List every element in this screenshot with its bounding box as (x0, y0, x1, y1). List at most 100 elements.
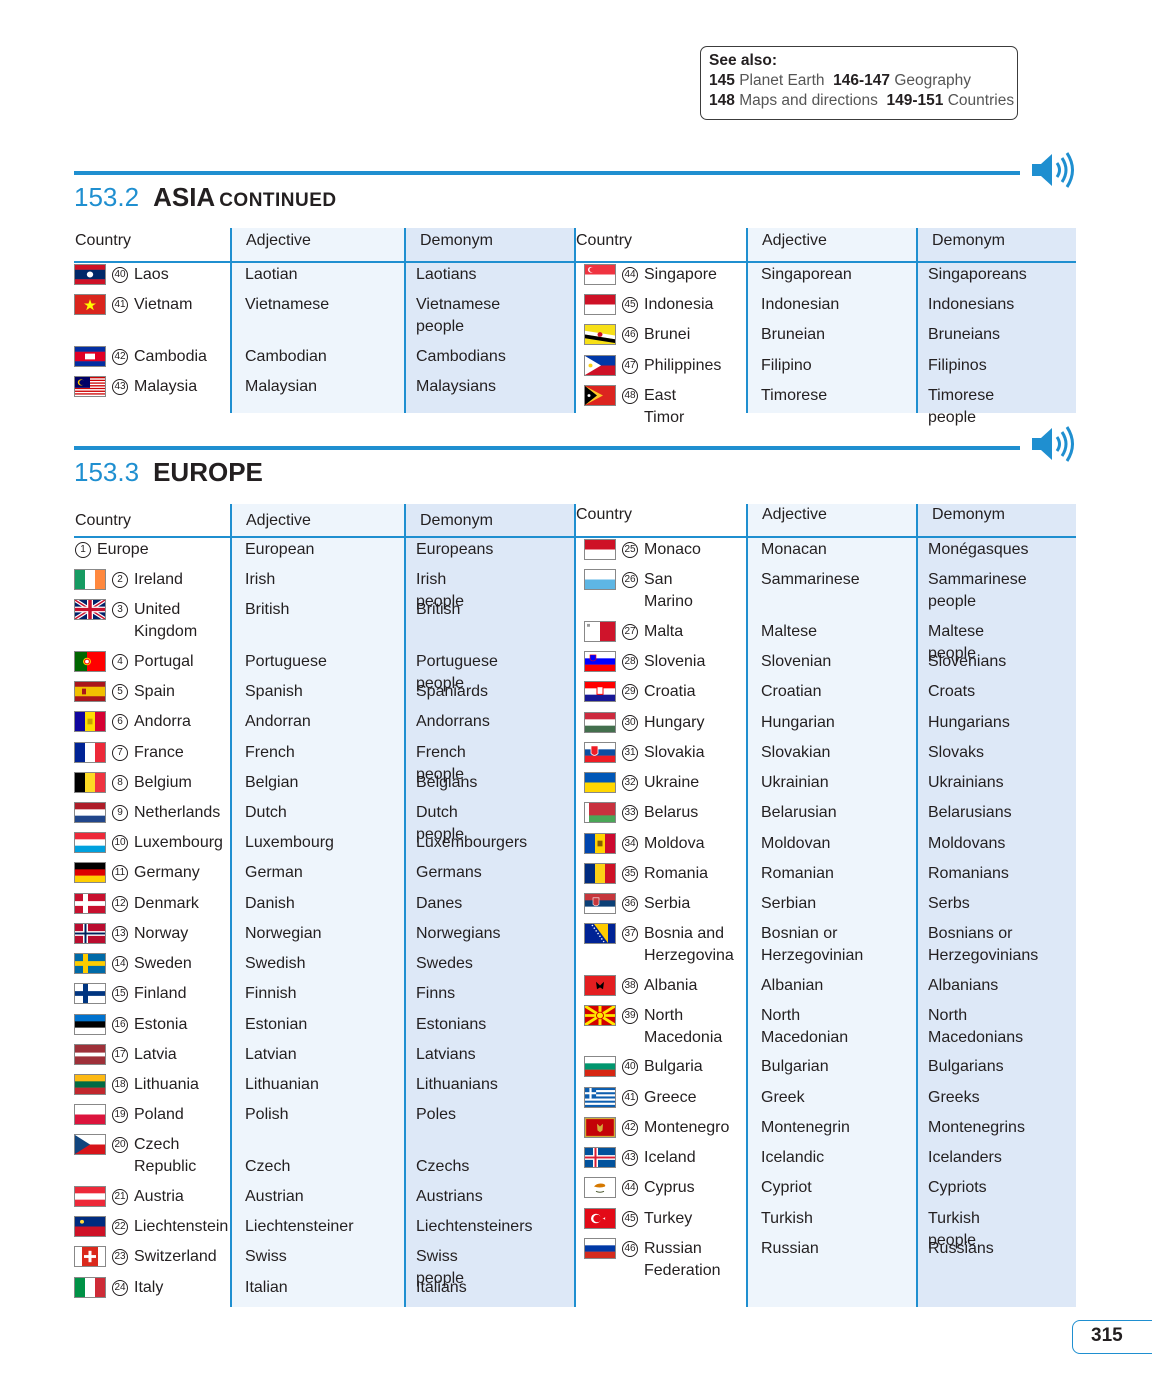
slovakia-flag-icon (584, 742, 616, 763)
croatia-flag-icon (584, 681, 616, 702)
item-number-badge: 30 (622, 715, 638, 731)
adjective-cell: Czech (245, 1158, 291, 1175)
demonym-cell: British (416, 601, 461, 618)
adjective-cell: Belgian (245, 774, 299, 791)
country-name: Serbia (644, 895, 691, 912)
demonym-cell: Austrians (416, 1188, 483, 1205)
adjective-cell: Hungarian (761, 714, 835, 731)
demonym-cell: Indonesians (928, 296, 1015, 313)
demonym-cell: Luxembourgers (416, 834, 528, 851)
item-number-badge: 34 (622, 836, 638, 852)
see-also-ref-number[interactable]: 145 (709, 72, 735, 89)
demonym-cell: Vietnamese people (416, 296, 501, 335)
portugal-flag-icon (74, 651, 106, 672)
see-also-ref-label[interactable]: Countries (947, 92, 1015, 109)
section-rule (74, 446, 1020, 450)
country-name: Monaco (644, 541, 701, 558)
item-number-badge: 1 (75, 542, 91, 558)
indonesia-flag-icon (584, 294, 616, 315)
demonym-cell: Turkish people (928, 1210, 980, 1249)
demonym-cell: Cambodians (416, 348, 506, 365)
column-header-country: Country (75, 232, 132, 249)
item-number-badge: 10 (112, 835, 128, 851)
column-divider (746, 504, 748, 1307)
adjective-cell: Estonian (245, 1016, 308, 1033)
see-also-ref-label[interactable]: Maps and directions (739, 92, 878, 109)
estonia-flag-icon (74, 1014, 106, 1035)
adjective-cell: North Macedonian (761, 1007, 849, 1046)
demonym-cell: Sammarinese people (928, 571, 1027, 610)
item-number-badge: 19 (112, 1107, 128, 1123)
see-also-ref-label[interactable]: Geography (894, 72, 972, 89)
audio-speaker-icon[interactable] (1030, 152, 1078, 188)
adjective-cell: Bosnian or Herzegovinian (761, 925, 864, 964)
adjective-cell: European (245, 541, 315, 558)
demonym-cell: Timorese people (928, 387, 995, 426)
country-name: Indonesia (644, 296, 714, 313)
netherlands-flag-icon (74, 802, 106, 823)
country-name: Spain (134, 683, 175, 700)
finland-flag-icon (74, 983, 106, 1004)
item-number-badge: 15 (112, 986, 128, 1002)
item-number-badge: 9 (112, 805, 128, 821)
demonym-cell: Andorrans (416, 713, 490, 730)
section-title: EUROPE (153, 457, 263, 487)
country-name: France (134, 744, 184, 761)
country-name: Montenegro (644, 1119, 730, 1136)
monaco-flag-icon (584, 539, 616, 560)
malta-flag-icon (584, 621, 616, 642)
latvia-flag-icon (74, 1044, 106, 1065)
demonym-cell: Lithuanians (416, 1076, 498, 1093)
column-header-demonym: Demonym (932, 232, 1005, 249)
country-name: Belarus (644, 804, 699, 821)
see-also-ref-number[interactable]: 149-151 (886, 92, 944, 109)
demonym-cell: Irish people (416, 571, 465, 610)
adjective-cell: Filipino (761, 357, 812, 374)
adjective-cell: Irish (245, 571, 276, 588)
country-name: San Marino (644, 571, 693, 610)
item-number-badge: 48 (622, 388, 638, 404)
country-name: United Kingdom (134, 601, 198, 640)
column-divider (916, 504, 918, 1307)
item-number-badge: 13 (112, 926, 128, 942)
page-number: 315 (1072, 1320, 1152, 1354)
adjective-cell: Singaporean (761, 266, 852, 283)
ukraine-flag-icon (584, 772, 616, 793)
country-name: Finland (134, 985, 187, 1002)
demonym-cell: Poles (416, 1106, 457, 1123)
country-name: Estonia (134, 1016, 188, 1033)
demonym-cell: Monégasques (928, 541, 1029, 558)
audio-speaker-icon[interactable] (1030, 426, 1078, 462)
greece-flag-icon (584, 1087, 616, 1108)
see-also-box: See also: 145 Planet Earth 146-147 Geogr… (700, 46, 1018, 120)
demonym-cell: Portuguese people (416, 653, 498, 692)
item-number-badge: 4 (112, 654, 128, 670)
country-name: Andorra (134, 713, 191, 730)
column-divider (574, 504, 576, 1307)
demonym-cell: Norwegians (416, 925, 501, 942)
country-name: Slovakia (644, 744, 705, 761)
demonym-cell: Bruneians (928, 326, 1001, 343)
see-also-ref-label[interactable]: Planet Earth (739, 72, 825, 89)
adjective-cell: Cypriot (761, 1179, 812, 1196)
adjective-cell: Polish (245, 1106, 289, 1123)
macedonia-flag-icon (584, 1005, 616, 1026)
adjective-cell: Luxembourg (245, 834, 334, 851)
country-name: Laos (134, 266, 169, 283)
adjective-column-bg (747, 504, 916, 1307)
montenegro-flag-icon (584, 1117, 616, 1138)
albania-flag-icon (584, 975, 616, 996)
turkey-flag-icon (584, 1208, 616, 1229)
adjective-cell: Laotian (245, 266, 298, 283)
item-number-badge: 28 (622, 654, 638, 670)
country-name: Liechtenstein (134, 1218, 229, 1235)
demonym-cell: Croats (928, 683, 976, 700)
adjective-cell: Bulgarian (761, 1058, 829, 1075)
country-name: Hungary (644, 714, 705, 731)
slovenia-flag-icon (584, 651, 616, 672)
see-also-ref-number[interactable]: 148 (709, 92, 735, 109)
see-also-ref-number[interactable]: 146-147 (833, 72, 891, 89)
item-number-badge: 12 (112, 896, 128, 912)
denmark-flag-icon (74, 893, 106, 914)
country-name: Malta (644, 623, 684, 640)
